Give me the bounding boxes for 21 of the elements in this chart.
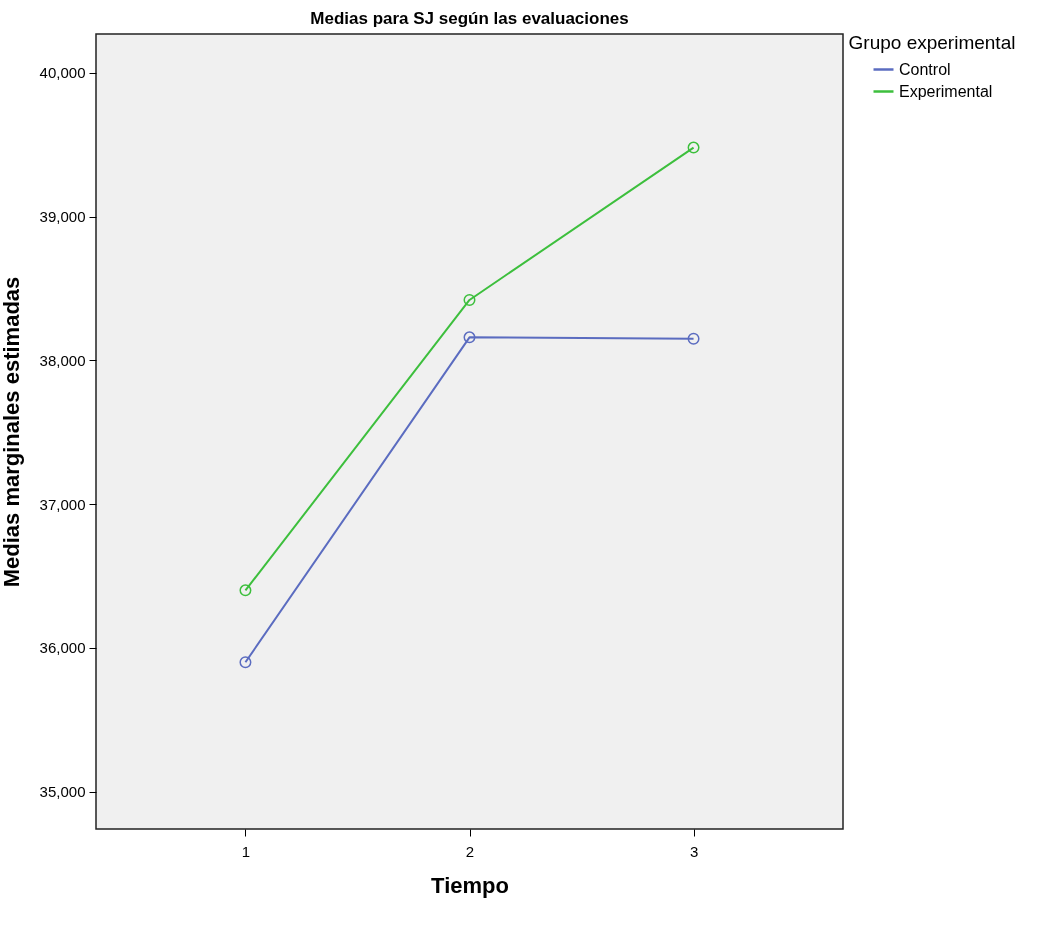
point: [687, 141, 700, 154]
y-tick-label: 40,000: [39, 64, 86, 82]
legend-title: Grupo experimental: [848, 32, 1016, 53]
legend-label: Control: [899, 60, 951, 78]
x-axis-title: Tiempo: [431, 872, 509, 898]
point: [239, 584, 252, 597]
x-tick-label: 3: [689, 842, 699, 860]
y-tick-label: 38,000: [39, 351, 86, 369]
y-tick-label: 39,000: [39, 208, 86, 226]
point: [463, 331, 476, 344]
y-tick-label: 35,000: [39, 783, 86, 801]
point: [463, 293, 476, 306]
x-tick-label: 2: [465, 842, 475, 860]
point: [687, 332, 700, 345]
y-axis-title: Medias marginales estimadas: [0, 276, 24, 588]
legend-label: Experimental: [899, 82, 993, 100]
x-tick-label: 1: [241, 842, 251, 860]
y-tick-label: 36,000: [39, 639, 86, 657]
y-tick-label: 37,000: [39, 495, 86, 513]
chart-title: Medias para SJ según las evaluaciones: [310, 9, 629, 28]
point: [239, 656, 252, 669]
